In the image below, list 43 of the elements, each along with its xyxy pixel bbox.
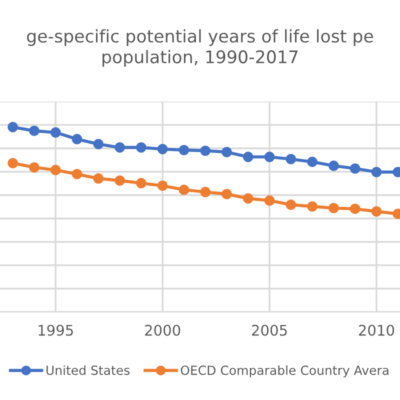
point	[371, 206, 382, 217]
point	[114, 142, 125, 153]
point	[93, 173, 104, 184]
point	[50, 164, 61, 176]
point	[29, 162, 40, 173]
point	[178, 144, 190, 156]
point	[114, 175, 125, 186]
point	[307, 201, 318, 212]
point	[328, 202, 339, 214]
point	[157, 180, 168, 191]
point	[136, 178, 146, 188]
point	[8, 122, 18, 132]
point	[350, 204, 360, 214]
point	[93, 138, 104, 150]
point	[264, 152, 275, 162]
point	[72, 168, 82, 180]
point	[200, 146, 211, 156]
point	[307, 156, 318, 168]
point	[29, 126, 40, 136]
point	[157, 144, 168, 154]
x-tick-label: 2000	[145, 324, 180, 336]
point	[8, 158, 18, 168]
point	[264, 195, 275, 206]
point	[242, 152, 254, 162]
point	[371, 166, 382, 178]
chart-title: ge-specific potential years of life lost pe population, 1990-2017	[27, 29, 373, 67]
point	[350, 163, 360, 174]
point	[178, 184, 190, 195]
point	[136, 142, 146, 153]
point	[328, 160, 339, 171]
legend-label: OECD Comparable Country Avera	[180, 365, 388, 378]
legend-label: United States	[46, 365, 130, 376]
point	[222, 188, 232, 200]
point	[286, 200, 296, 210]
point	[222, 146, 232, 158]
point	[200, 186, 211, 198]
point	[286, 154, 296, 164]
point	[72, 134, 82, 144]
point	[242, 193, 254, 204]
point	[50, 127, 61, 138]
x-tick-label: 2005	[252, 324, 287, 336]
x-tick-label: 1995	[38, 324, 73, 336]
x-tick-label: 2010	[358, 324, 394, 336]
